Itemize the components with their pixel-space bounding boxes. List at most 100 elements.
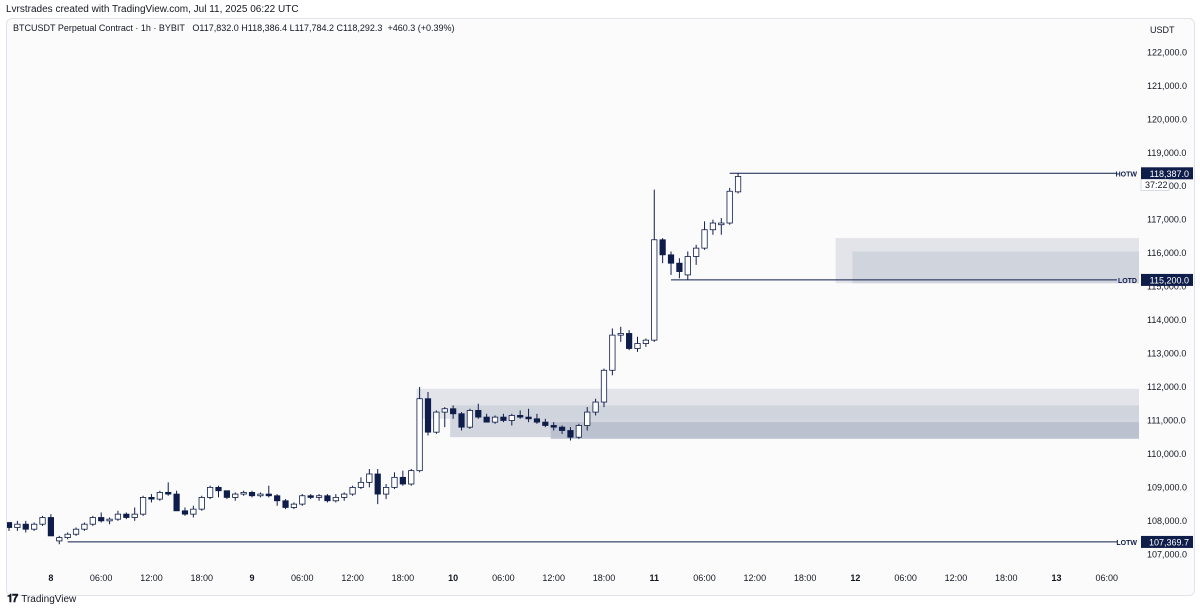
candle-body [81, 523, 88, 530]
x-tick-label: 18:00 [593, 573, 616, 583]
candle-body [282, 500, 289, 508]
candle-body [651, 239, 658, 341]
candle-body [693, 247, 700, 257]
currency-unit: USDT [1150, 25, 1175, 35]
y-tick-label: 107,000.0 [1147, 549, 1187, 559]
price-label-lotd: 115,200.0 [1150, 275, 1189, 285]
x-tick-label: 18:00 [794, 573, 817, 583]
x-tick-label: 12:00 [140, 573, 163, 583]
x-tick-label: 18:00 [392, 573, 415, 583]
candle-body [525, 416, 532, 420]
candle-body [232, 493, 239, 498]
candle-body [7, 522, 13, 528]
candle-body [491, 416, 499, 423]
level-tag-lotd: LOTD [1118, 278, 1137, 285]
candle-body [399, 476, 406, 485]
candle-body [39, 517, 46, 525]
chart-panel[interactable]: HOTW LOTD LOTW 122,000.0 121,000.0 120,000.0 1… [6, 18, 1195, 596]
price-label-bg-lotw [1141, 535, 1193, 548]
candle-body [558, 426, 566, 431]
candle-body [332, 497, 339, 502]
candle-body [357, 481, 365, 488]
x-tick-label: 06:00 [693, 573, 716, 583]
candle-body [89, 517, 96, 525]
y-tick-label: 113,000.0 [1147, 349, 1186, 359]
x-tick-label: 18:00 [995, 573, 1018, 583]
candle-body [626, 333, 633, 349]
candle-body [416, 398, 423, 472]
candle-body [72, 528, 80, 535]
candlestick-chart[interactable]: HOTW LOTD LOTW 122,000.0 121,000.0 120,000.0 1… [7, 19, 1194, 595]
candle-body [307, 495, 314, 498]
candle-body [483, 416, 490, 423]
y-tick-label: 122,000.0 [1147, 47, 1187, 57]
candle-body [181, 510, 189, 515]
y-tick-label: 121,000.0 [1147, 81, 1187, 91]
candle-body [684, 256, 691, 276]
logo-text: TradingView [21, 594, 77, 605]
candle-body [382, 486, 390, 495]
candle-body [341, 493, 348, 498]
y-tick-label: 114,000.0 [1147, 315, 1186, 325]
candle-body [47, 517, 55, 537]
y-tick-label: 110,000.0 [1147, 449, 1186, 459]
level-tag-hotw: HOTW [1116, 171, 1138, 178]
candle-body [734, 176, 742, 193]
x-tick-label: 11 [650, 573, 660, 583]
countdown-label: 37:22 [1145, 180, 1168, 190]
candle-body [56, 537, 63, 542]
candle-body [299, 495, 306, 505]
y-tick-label: 108,000.0 [1147, 516, 1187, 526]
y-tick-label: 111,000.0 [1147, 415, 1186, 425]
candle-body [315, 495, 323, 498]
x-tick-label: 06:00 [291, 573, 314, 583]
candle-body [31, 523, 38, 530]
candle-body [642, 339, 649, 344]
candle-body [64, 533, 71, 538]
x-tick-label: 12:00 [744, 573, 767, 583]
candle-body [433, 411, 440, 433]
candle-body [609, 334, 616, 371]
candle-body [131, 513, 138, 518]
candle-body [274, 495, 281, 502]
candle-body [374, 473, 381, 495]
candle-body [408, 470, 415, 485]
candle-body [248, 492, 256, 497]
x-tick-label: 06:00 [894, 573, 917, 583]
chart-credit: Lvrstrades created with TradingView.com,… [6, 4, 299, 15]
x-tick-label: 12:00 [542, 573, 565, 583]
candle-body [533, 418, 541, 423]
x-tick-label: 06:00 [1096, 573, 1119, 583]
x-tick-label: 18:00 [190, 573, 213, 583]
x-tick-label: 12 [850, 573, 860, 583]
candle-body [584, 411, 591, 426]
candle-body [240, 492, 247, 495]
candle-body [701, 229, 708, 249]
candle-body [600, 369, 608, 403]
candle-body [667, 254, 675, 264]
ohlc-values: O117,832.0 H118,386.4 L117,784.2 C118,29… [192, 23, 383, 33]
candle-body [441, 408, 448, 413]
x-tick-label: 06:00 [492, 573, 515, 583]
price-label-bg-hotw [1141, 167, 1193, 180]
y-tick-label: 116,000.0 [1147, 248, 1186, 258]
candle-body [709, 222, 717, 231]
candle-body [366, 473, 373, 483]
x-tick-label: 12:00 [341, 573, 364, 583]
candle-body [114, 513, 122, 520]
symbol-info: BTCUSDT Perpetual Contract · 1h · BYBIT … [13, 23, 455, 33]
candle-body [450, 408, 457, 415]
candle-body [165, 492, 172, 495]
tradingview-logo: 𝟏𝟕 TradingView [7, 593, 76, 606]
candle-body [726, 190, 733, 224]
y-tick-label: 117,000.0 [1147, 215, 1186, 225]
price-label-lotw: 107,369.7 [1149, 537, 1189, 547]
candle-body [718, 222, 725, 226]
x-tick-label: 13 [1051, 573, 1061, 583]
candle-body [424, 398, 432, 433]
candle-body [508, 415, 515, 421]
candle-body [458, 413, 465, 428]
candle-body [139, 497, 147, 515]
y-tick-label: 109,000.0 [1147, 482, 1187, 492]
candle-body [173, 493, 180, 512]
